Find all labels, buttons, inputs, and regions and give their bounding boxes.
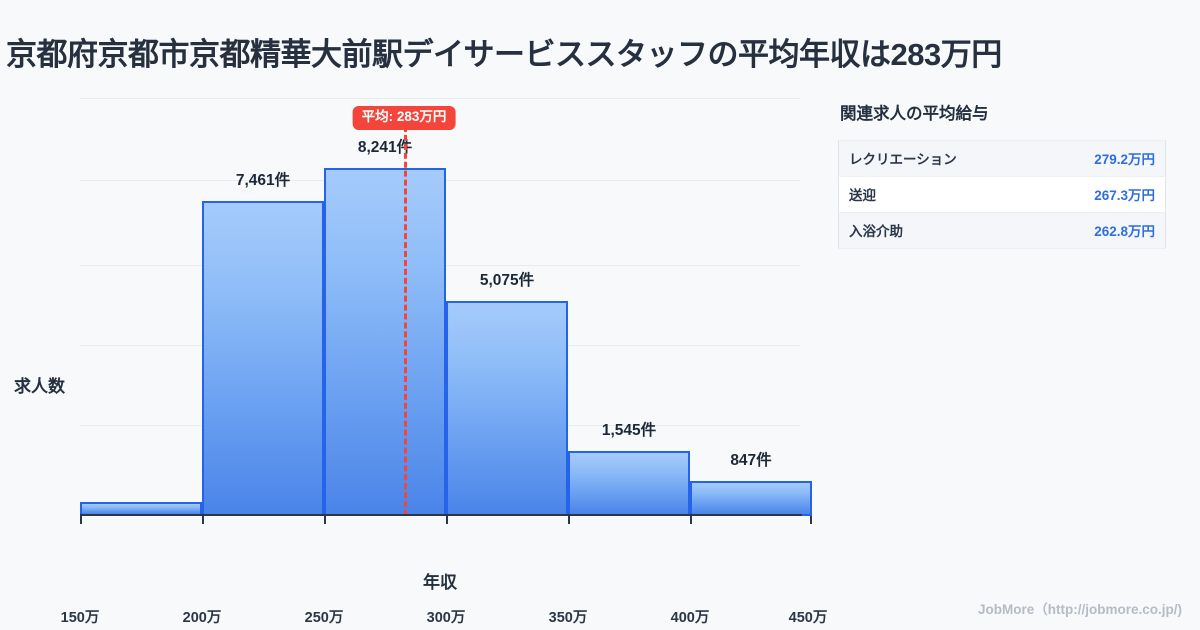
x-axis-tick bbox=[690, 516, 692, 524]
x-axis-tick bbox=[324, 516, 326, 524]
y-axis-title: 求人数 bbox=[14, 377, 65, 396]
table-cell-label: レクリエーション bbox=[838, 140, 1039, 177]
x-axis-title: 年収 bbox=[423, 573, 457, 592]
x-axis-tick bbox=[810, 516, 812, 524]
table-cell-label: 入浴介助 bbox=[838, 212, 1039, 249]
x-axis-tick-label: 300万 bbox=[426, 610, 466, 626]
x-axis-tick-label: 450万 bbox=[788, 610, 828, 626]
x-axis-line bbox=[80, 514, 802, 516]
x-axis-tick-label: 350万 bbox=[548, 610, 588, 626]
mean-badge: 平均: 283万円 bbox=[352, 106, 456, 130]
gridline bbox=[80, 98, 800, 99]
bar-value-label: 8,241件 bbox=[357, 139, 413, 156]
bar-value-label: 5,075件 bbox=[479, 272, 535, 289]
histogram-bar bbox=[324, 168, 446, 516]
table-cell-value: 279.2万円 bbox=[1038, 140, 1166, 177]
table-cell-label: 送迎 bbox=[838, 176, 1039, 213]
page-title: 京都府京都市京都精華大前駅デイサービススタッフの平均年収は283万円 bbox=[6, 37, 1002, 72]
table-cell-value: 262.8万円 bbox=[1038, 212, 1166, 249]
x-axis-tick-label: 250万 bbox=[304, 610, 344, 626]
plot-area: 7,461件 8,241件 5,075件 1,545件 847件 平均: 283… bbox=[80, 98, 812, 524]
mean-line bbox=[404, 126, 407, 516]
footer-credit: JobMore（http://jobmore.co.jp/) bbox=[978, 602, 1182, 617]
chart-plot-region: 求人数 7,461件 8,241件 5,075件 1,545件 847件 平均:… bbox=[0, 90, 830, 626]
histogram-bar bbox=[202, 201, 324, 516]
x-axis-tick bbox=[202, 516, 204, 524]
x-axis-tick-label: 200万 bbox=[182, 610, 222, 626]
x-axis-tick bbox=[446, 516, 448, 524]
bar-value-label: 1,545件 bbox=[601, 422, 657, 439]
x-axis-tick bbox=[80, 516, 82, 524]
histogram-bar bbox=[446, 301, 568, 516]
bar-value-label: 847件 bbox=[730, 452, 772, 469]
bar-value-label: 7,461件 bbox=[235, 172, 291, 189]
table-row: レクリエーション 279.2万円 bbox=[838, 140, 1166, 177]
table-row: 送迎 267.3万円 bbox=[838, 176, 1166, 213]
x-axis-tick bbox=[568, 516, 570, 524]
x-axis-tick-label: 400万 bbox=[670, 610, 710, 626]
related-salary-panel: 関連求人の平均給与 レクリエーション 279.2万円 送迎 267.3万円 入浴… bbox=[838, 100, 1168, 249]
table-row: 入浴介助 262.8万円 bbox=[838, 212, 1166, 249]
x-axis-tick-label: 150万 bbox=[60, 610, 100, 626]
histogram-bar bbox=[568, 451, 690, 516]
histogram-bar bbox=[690, 481, 812, 516]
table-cell-value: 267.3万円 bbox=[1038, 176, 1166, 213]
related-salary-title: 関連求人の平均給与 bbox=[840, 105, 989, 123]
related-salary-table: レクリエーション 279.2万円 送迎 267.3万円 入浴介助 262.8万円 bbox=[838, 140, 1166, 249]
